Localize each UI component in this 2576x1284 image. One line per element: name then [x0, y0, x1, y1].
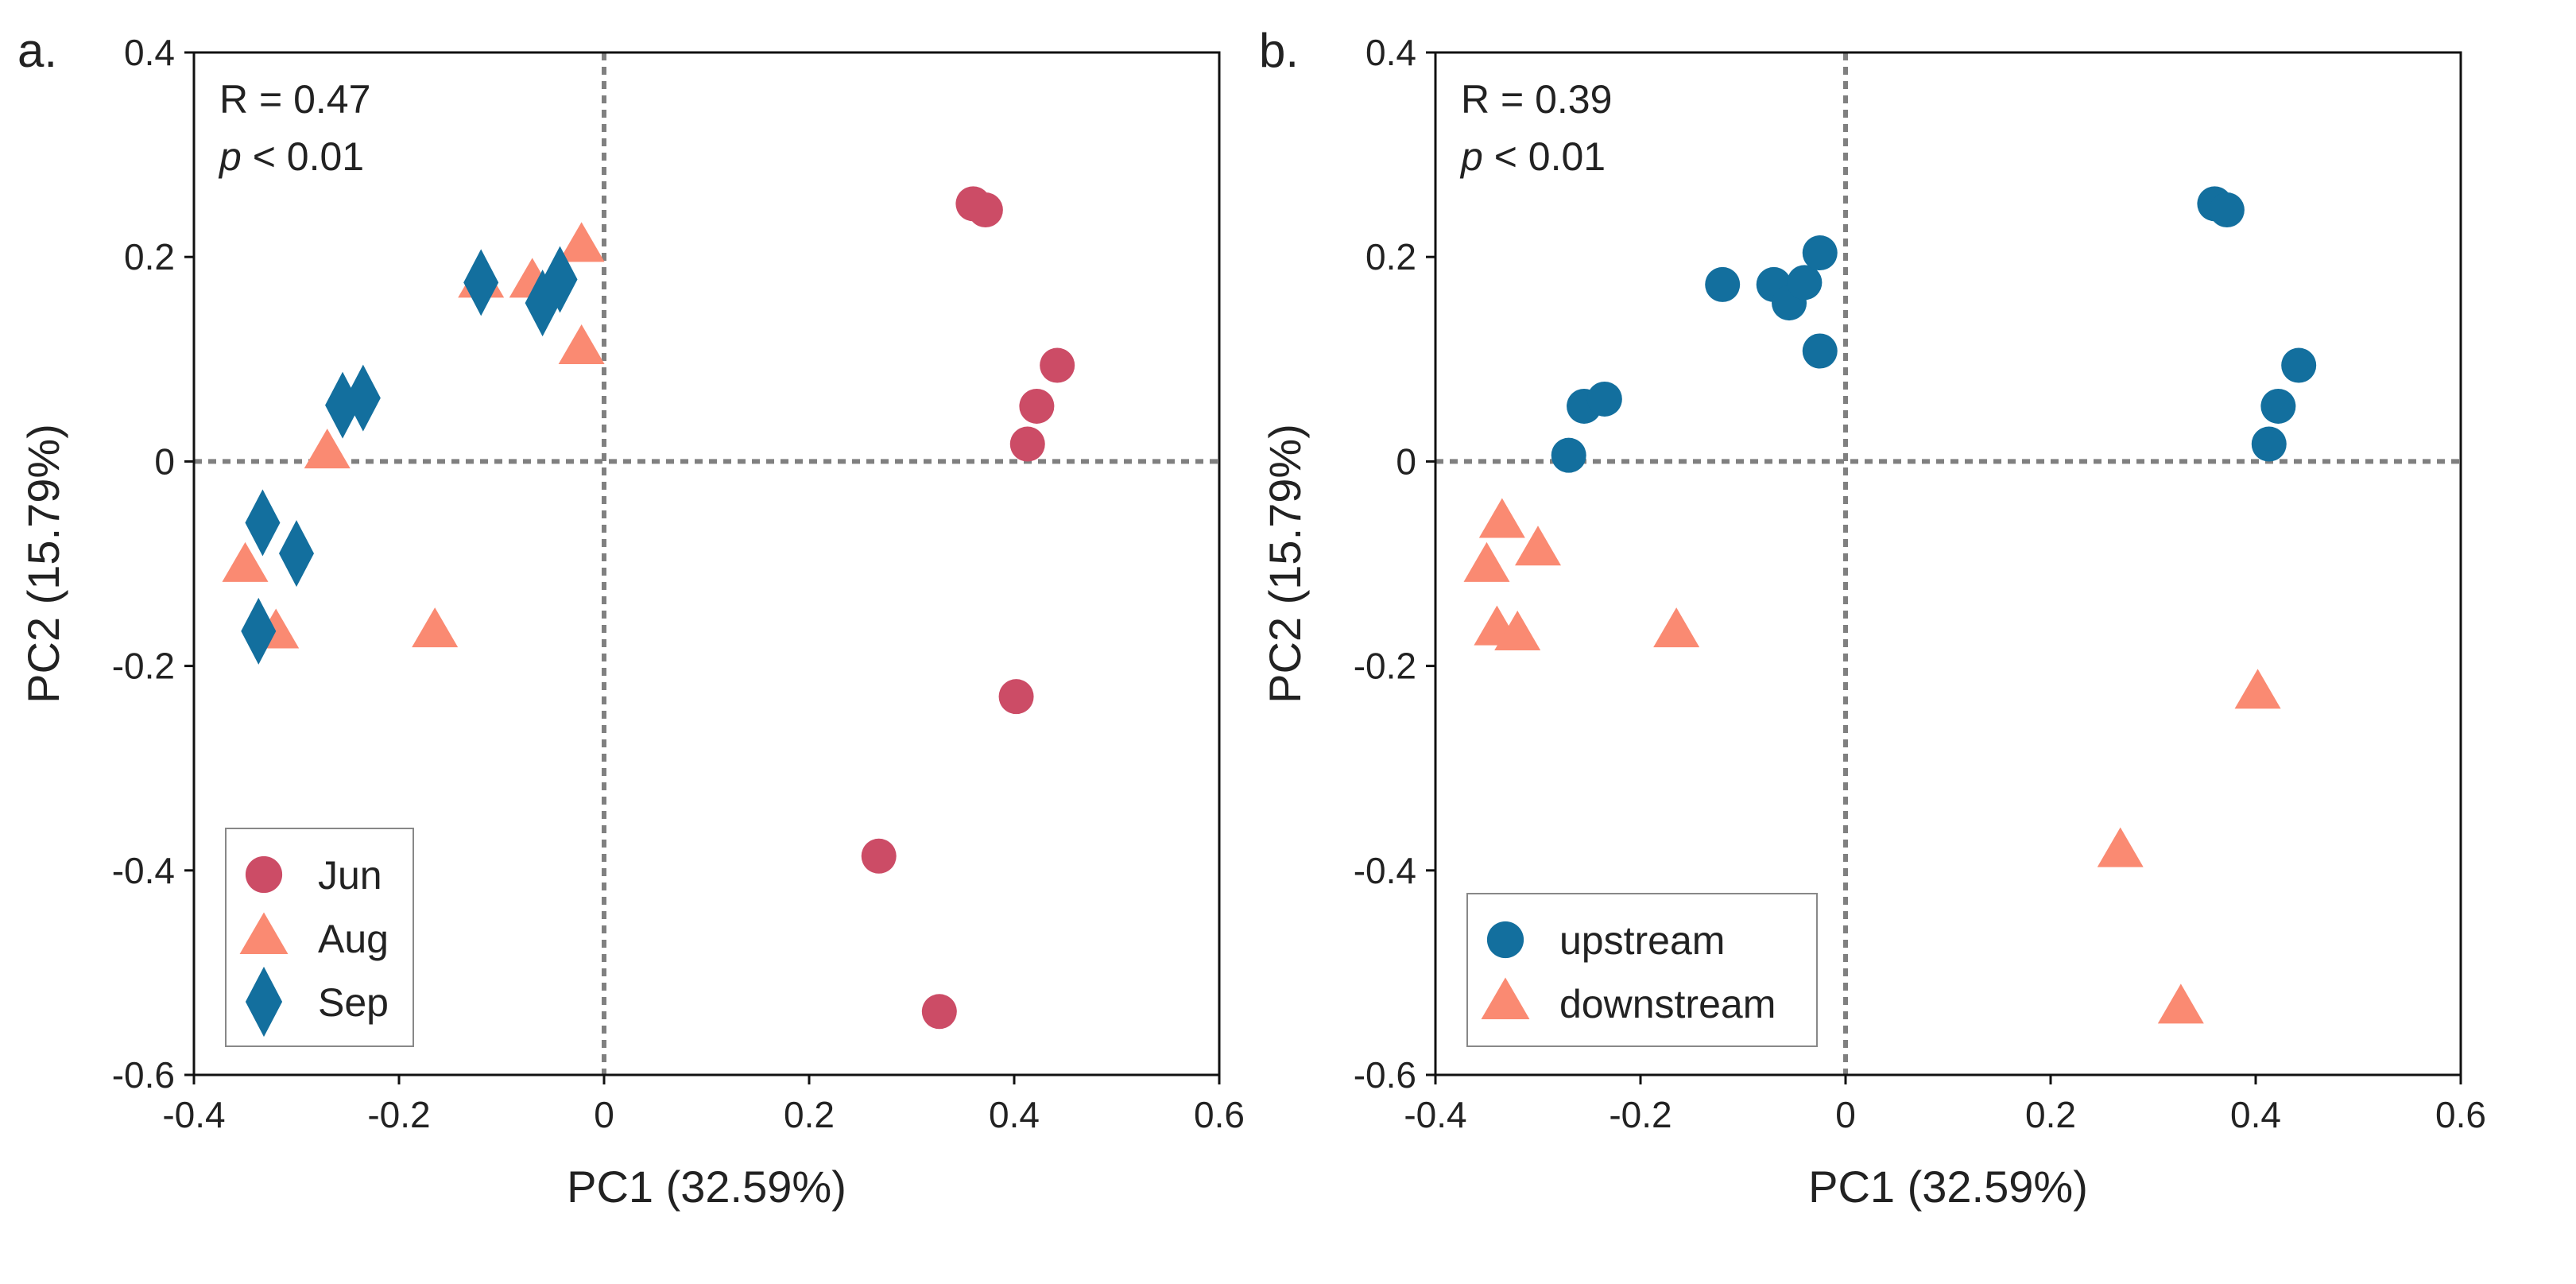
y-tick-label: -0.2 [112, 646, 175, 687]
data-point-Jun [967, 192, 1003, 228]
legend-marker-Aug [239, 912, 289, 954]
p-symbol: p [1459, 134, 1483, 179]
data-point-Sep [245, 489, 281, 557]
y-axis-label: PC2 (15.79%) [18, 424, 68, 704]
panel-label: a. [17, 24, 57, 77]
data-point-downstream [1463, 541, 1510, 582]
x-tick-label: -0.2 [1609, 1094, 1671, 1135]
series-downstream [1463, 498, 2281, 1024]
panel-label: b. [1259, 24, 1299, 77]
data-point-downstream [1515, 526, 1561, 566]
p-symbol: p [218, 134, 242, 179]
y-tick-label: 0.2 [1365, 236, 1416, 277]
legend-marker-Jun [245, 855, 283, 894]
x-axis-label: PC1 (32.59%) [567, 1162, 846, 1212]
y-tick-label: 0.2 [124, 236, 175, 277]
legend-label: Aug [318, 917, 389, 961]
data-point-downstream [1478, 498, 1525, 538]
data-point-Sep [542, 246, 578, 313]
y-tick-label: -0.4 [1354, 850, 1416, 891]
plot-frame [1434, 51, 2462, 1076]
p-value: < 0.01 [242, 134, 364, 179]
legend-marker-Sep [245, 966, 283, 1038]
data-point-Jun [1009, 426, 1045, 462]
data-point-Jun [921, 994, 957, 1030]
data-point-Jun [861, 838, 897, 874]
data-point-Aug [558, 324, 605, 364]
r-statistic: R = 0.47 [219, 77, 370, 122]
series-upstream [1551, 186, 2317, 473]
p-value: < 0.01 [1483, 134, 1606, 179]
data-point-Sep [345, 364, 381, 432]
r-statistic: R = 0.39 [1461, 77, 1612, 122]
legend: upstream downstream [1466, 893, 1818, 1047]
data-point-upstream [2251, 426, 2287, 462]
data-point-Aug [222, 541, 269, 582]
data-point-downstream [1653, 607, 1700, 648]
data-point-upstream [1802, 333, 1838, 369]
data-point-Aug [558, 222, 605, 262]
x-tick-label: 0.6 [2435, 1094, 2486, 1135]
data-point-upstream [2260, 388, 2296, 424]
legend-marker-downstream [1481, 977, 1530, 1019]
x-tick-label: 0.4 [2230, 1094, 2281, 1135]
x-tick-label: 0.6 [1194, 1094, 1245, 1135]
data-point-downstream [1494, 611, 1541, 651]
x-tick-label: -0.2 [367, 1094, 430, 1135]
series-Sep [241, 246, 578, 665]
data-point-upstream [1802, 235, 1838, 271]
data-point-upstream [1705, 266, 1741, 302]
p-statistic: p < 0.01 [1459, 134, 1606, 179]
data-point-downstream [2157, 983, 2204, 1024]
y-tick-label: -0.4 [112, 850, 175, 891]
data-point-Sep [463, 249, 499, 316]
legend-marker-upstream [1486, 921, 1524, 959]
data-point-upstream [1586, 381, 1622, 417]
data-point-Jun [1040, 347, 1075, 383]
data-point-downstream [2234, 669, 2281, 709]
y-axis-label: PC2 (15.79%) [1260, 424, 1310, 704]
data-point-upstream [2281, 347, 2317, 383]
plot-frame [192, 51, 1221, 1076]
x-tick-label: 0.2 [784, 1094, 835, 1135]
y-tick-label: 0 [154, 440, 175, 482]
panel-b: -0.4 -0.2 0 0.2 0.4 0.6-0.6-0.4-0.200.20.4PC1… [1259, 24, 2486, 1212]
data-point-upstream [2209, 192, 2245, 228]
data-point-Sep [241, 597, 277, 665]
legend-label: Jun [318, 853, 382, 898]
y-tick-label: -0.2 [1354, 646, 1416, 687]
legend-label: upstream [1559, 918, 1725, 963]
y-tick-label: 0 [1396, 440, 1416, 482]
data-point-Jun [998, 679, 1034, 715]
x-tick-label: -0.4 [162, 1094, 225, 1135]
data-point-Jun [1019, 388, 1055, 424]
x-tick-label: 0 [1835, 1094, 1856, 1135]
data-point-Aug [412, 607, 459, 648]
legend-box [1466, 893, 1818, 1047]
y-tick-label: -0.6 [1354, 1054, 1416, 1096]
x-tick-label: 0 [594, 1094, 614, 1135]
legend: Jun Aug Sep [225, 828, 414, 1047]
y-tick-label: 0.4 [1365, 32, 1416, 73]
x-tick-label: -0.4 [1404, 1094, 1466, 1135]
legend-label: Sep [318, 980, 389, 1025]
data-point-Sep [279, 520, 314, 588]
p-statistic: p < 0.01 [218, 134, 364, 179]
x-tick-label: 0.2 [2025, 1094, 2076, 1135]
data-point-Aug [304, 429, 351, 469]
y-tick-label: -0.6 [112, 1054, 175, 1096]
panel-a: -0.4 -0.2 0 0.2 0.4 0.6-0.6-0.4-0.200.20.4PC1… [17, 24, 1245, 1212]
x-axis-label: PC1 (32.59%) [1808, 1162, 2088, 1212]
y-tick-label: 0.4 [124, 32, 175, 73]
data-point-downstream [2097, 827, 2144, 867]
data-point-upstream [1787, 265, 1823, 301]
data-point-upstream [1551, 437, 1586, 473]
x-tick-label: 0.4 [989, 1094, 1040, 1135]
series-Jun [861, 186, 1075, 1030]
legend-label: downstream [1559, 982, 1776, 1026]
